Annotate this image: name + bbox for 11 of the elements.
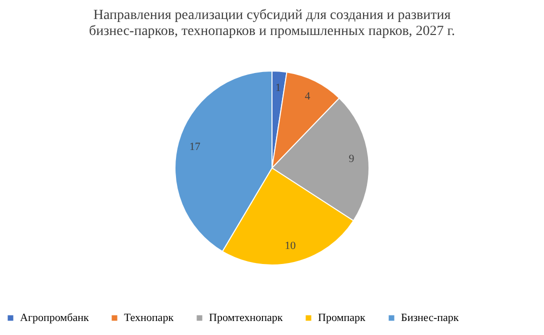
chart-title: Направления реализации субсидий для создания и развития бизнес-парков, технопарков и промышленных парков, 2027 г. xyxy=(89,8,455,39)
legend-label: Промтехнопарк xyxy=(209,312,284,324)
data-label: 1 xyxy=(275,82,281,94)
legend-label: Промпарк xyxy=(318,312,366,324)
data-label: 9 xyxy=(348,152,355,165)
legend-label: Агропромбанк xyxy=(20,312,90,324)
legend-label: Бизнес-парк xyxy=(401,312,460,324)
data-label: 17 xyxy=(189,140,201,153)
data-label: 10 xyxy=(284,240,296,252)
data-label: 4 xyxy=(304,90,311,102)
legend-label: Технопарк xyxy=(124,312,174,324)
